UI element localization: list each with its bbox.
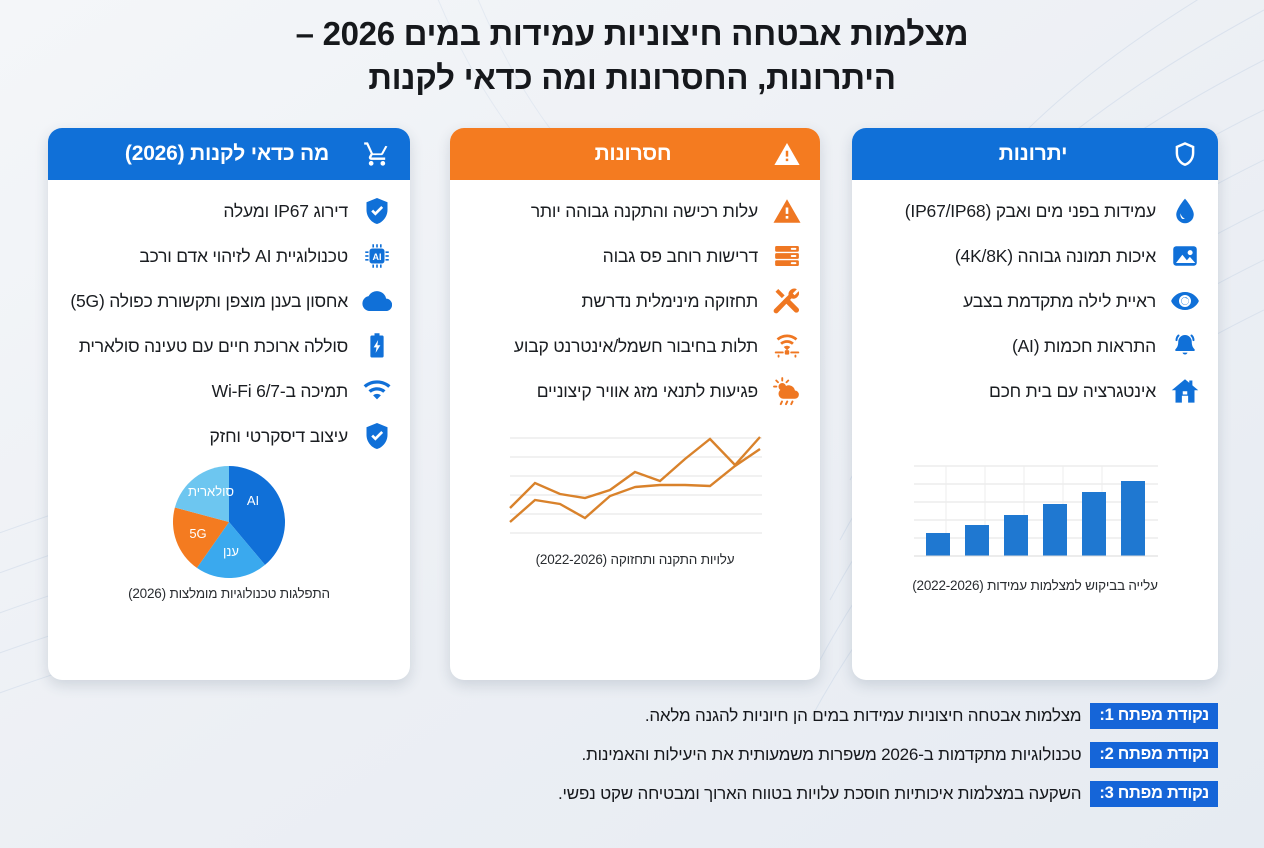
shield-check-icon: [360, 194, 394, 228]
shopping-cart-icon: [362, 139, 392, 169]
feature-text: עלות רכישה והתקנה גבוהה יותר: [530, 200, 758, 221]
card-header-what-to-buy: מה כדאי לקנות (2026): [48, 128, 410, 180]
feature-item: תחזוקה מינימלית נדרשת: [466, 284, 804, 318]
svg-text:AI: AI: [373, 252, 382, 262]
key-point-badge: נקודת מפתח 2:: [1090, 742, 1218, 768]
feature-text: אינטגרציה עם בית חכם: [989, 380, 1156, 401]
feature-item: AI טכנולוגיית AI לזיהוי אדם ורכב: [64, 239, 394, 273]
bar-chart-caption: עלייה בביקוש למצלמות עמידות (2022-2026): [912, 578, 1158, 593]
pie-label: AI: [247, 493, 259, 508]
bar-chart: [914, 465, 1158, 557]
bar-chart-block: עלייה בביקוש למצלמות עמידות (2022-2026): [868, 456, 1202, 593]
feature-item: פגיעות לתנאי מזג אוויר קיצוניים: [466, 374, 804, 408]
feature-item: עיצוב דיסקרטי וחזק: [64, 419, 394, 453]
key-points-list: נקודת מפתח 1: מצלמות אבטחה חיצוניות עמיד…: [46, 703, 1218, 820]
wifi-icon: [360, 374, 394, 408]
feature-text: פגיעות לתנאי מזג אוויר קיצוניים: [536, 380, 759, 401]
pie-chart: AI ענן 5G סולארית: [172, 466, 286, 579]
shield-check-icon: [360, 419, 394, 453]
pie-label: ענן: [223, 544, 239, 559]
feature-text: אחסון בענן מוצפן ותקשורת כפולה (5G): [70, 290, 348, 311]
card-body-cons: עלות רכישה והתקנה גבוהה יותר דרישות רוחב…: [450, 180, 820, 575]
key-point-row: נקודת מפתח 2: טכנולוגיות מתקדמות ב-2026 …: [46, 742, 1218, 768]
feature-text: איכות תמונה גבוהה (4K/8K): [954, 245, 1156, 266]
image-icon: [1168, 239, 1202, 273]
feature-item: איכות תמונה גבוהה (4K/8K): [868, 239, 1202, 273]
router-wifi-icon: [770, 329, 804, 363]
key-point-text: השקעה במצלמות איכותיות חוסכת עלויות בטוו…: [558, 784, 1082, 803]
water-drop-icon: [1168, 194, 1202, 228]
shield-icon: [1170, 139, 1200, 169]
feature-text: טכנולוגיית AI לזיהוי אדם ורכב: [139, 245, 348, 266]
feature-text: תחזוקה מינימלית נדרשת: [581, 290, 759, 311]
title-line-1: מצלמות אבטחה חיצוניות עמידות במים 2026 –: [295, 15, 969, 52]
key-point-text: טכנולוגיות מתקדמות ב-2026 משפרות משמעותי…: [581, 745, 1082, 764]
feature-text: התראות חכמות (AI): [1011, 335, 1156, 356]
pie-chart-block: AI ענן 5G סולארית התפלגות טכנולוגיות מומ…: [64, 464, 394, 601]
feature-text: עיצוב דיסקרטי וחזק: [209, 425, 349, 446]
warning-triangle-icon: [772, 139, 802, 169]
feature-item: ראיית לילה מתקדמת בצבע: [868, 284, 1202, 318]
card-cons: חסרונות עלות רכישה והתקנה גבוהה יותר: [450, 128, 820, 680]
feature-item: תמיכה ב-Wi-Fi 6/7: [64, 374, 394, 408]
key-point-text: מצלמות אבטחה חיצוניות עמידות במים הן חיו…: [644, 706, 1082, 725]
pie-label: סולארית: [188, 484, 234, 499]
eye-icon: [1168, 284, 1202, 318]
card-body-what-to-buy: דירוג IP67 ומעלה AI טכנולו: [48, 180, 410, 609]
feature-text: עמידות בפני מים ואבק (IP67/IP68): [904, 200, 1156, 221]
page-title: מצלמות אבטחה חיצוניות עמידות במים 2026 –…: [0, 12, 1264, 99]
card-header-cons: חסרונות: [450, 128, 820, 180]
key-point-badge: נקודת מפתח 1:: [1090, 703, 1218, 729]
feature-item: סוללה ארוכת חיים עם טעינה סולארית: [64, 329, 394, 363]
feature-text: סוללה ארוכת חיים עם טעינה סולארית: [78, 335, 348, 356]
key-point-row: נקודת מפתח 1: מצלמות אבטחה חיצוניות עמיד…: [46, 703, 1218, 729]
card-title-cons: חסרונות: [594, 142, 672, 165]
line-chart-block: עלויות התקנה ותחזוקה (2022-2026): [466, 430, 804, 567]
cloud-icon: [360, 284, 394, 318]
feature-item: אינטגרציה עם בית חכם: [868, 374, 1202, 408]
title-line-2: היתרונות, החסרונות ומה כדאי לקנות: [368, 58, 896, 96]
warning-triangle-icon: [770, 194, 804, 228]
card-what-to-buy: מה כדאי לקנות (2026) דירוג IP67 ומעלה: [48, 128, 410, 680]
home-icon: [1168, 374, 1202, 408]
pie-label: 5G: [189, 526, 206, 541]
card-title-pros: יתרונות: [998, 142, 1068, 165]
feature-item: דרישות רוחב פס גבוה: [466, 239, 804, 273]
line-chart: [509, 436, 762, 534]
feature-text: ראיית לילה מתקדמת בצבע: [963, 290, 1156, 311]
key-point-row: נקודת מפתח 3: השקעה במצלמות איכותיות חוס…: [46, 781, 1218, 807]
bell-icon: [1168, 329, 1202, 363]
card-title-what-to-buy: מה כדאי לקנות (2026): [124, 142, 330, 165]
feature-item: עמידות בפני מים ואבק (IP67/IP68): [868, 194, 1202, 228]
key-point-badge: נקודת מפתח 3:: [1090, 781, 1218, 807]
card-pros: יתרונות עמידות בפני מים ואבק (IP67/IP68): [852, 128, 1218, 680]
feature-item: עלות רכישה והתקנה גבוהה יותר: [466, 194, 804, 228]
battery-bolt-icon: [360, 329, 394, 363]
feature-text: תמיכה ב-Wi-Fi 6/7: [211, 380, 349, 401]
feature-item: התראות חכמות (AI): [868, 329, 1202, 363]
card-header-pros: יתרונות: [852, 128, 1218, 180]
pie-chart-caption: התפלגות טכנולוגיות מומלצות (2026): [128, 586, 330, 601]
server-icon: [770, 239, 804, 273]
card-body-pros: עמידות בפני מים ואבק (IP67/IP68) איכות ת…: [852, 180, 1218, 601]
feature-text: דרישות רוחב פס גבוה: [602, 245, 759, 266]
tools-icon: [770, 284, 804, 318]
feature-item: דירוג IP67 ומעלה: [64, 194, 394, 228]
feature-text: דירוג IP67 ומעלה: [223, 200, 348, 221]
weather-rain-icon: [770, 374, 804, 408]
feature-item: תלות בחיבור חשמל/אינטרנט קבוע: [466, 329, 804, 363]
feature-text: תלות בחיבור חשמל/אינטרנט קבוע: [513, 335, 758, 356]
feature-item: אחסון בענן מוצפן ותקשורת כפולה (5G): [64, 284, 394, 318]
line-chart-caption: עלויות התקנה ותחזוקה (2022-2026): [535, 552, 735, 567]
ai-chip-icon: AI: [360, 239, 394, 273]
